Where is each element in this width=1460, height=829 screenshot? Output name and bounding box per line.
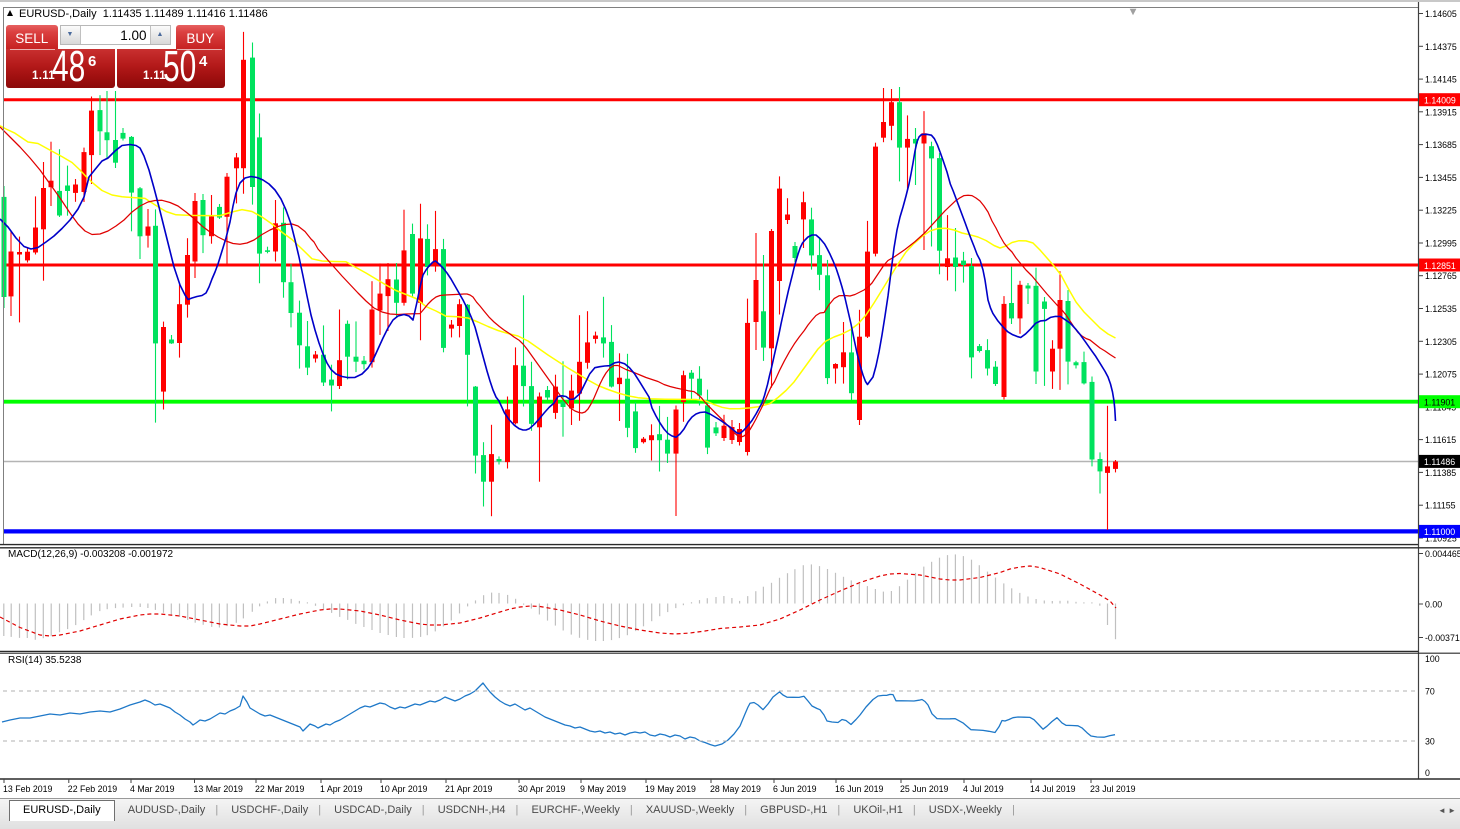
- svg-text:30 Apr 2019: 30 Apr 2019: [518, 784, 566, 794]
- svg-text:100: 100: [1425, 654, 1440, 664]
- svg-text:1.12305: 1.12305: [1425, 337, 1457, 347]
- svg-text:1.13455: 1.13455: [1425, 173, 1457, 183]
- svg-text:10 Apr 2019: 10 Apr 2019: [380, 784, 428, 794]
- svg-text:1.12995: 1.12995: [1425, 239, 1457, 249]
- svg-text:1.14145: 1.14145: [1425, 75, 1457, 85]
- svg-text:0.004465: 0.004465: [1425, 549, 1460, 559]
- svg-text:1.11615: 1.11615: [1425, 435, 1456, 445]
- svg-text:13 Feb 2019: 13 Feb 2019: [3, 784, 53, 794]
- svg-text:9 May 2019: 9 May 2019: [580, 784, 626, 794]
- svg-text:MACD(12,26,9) -0.003208 -0.001: MACD(12,26,9) -0.003208 -0.001972: [8, 549, 174, 560]
- svg-text:RSI(14) 35.5238: RSI(14) 35.5238: [8, 655, 82, 666]
- svg-text:1.11486: 1.11486: [1424, 457, 1455, 467]
- svg-text:1.11155: 1.11155: [1425, 501, 1456, 511]
- svg-text:23 Jul 2019: 23 Jul 2019: [1090, 784, 1136, 794]
- svg-text:1.13225: 1.13225: [1425, 206, 1457, 216]
- svg-text:1.13915: 1.13915: [1425, 107, 1457, 117]
- svg-text:4 Mar 2019: 4 Mar 2019: [130, 784, 175, 794]
- svg-text:16 Jun 2019: 16 Jun 2019: [835, 784, 884, 794]
- svg-text:1.10925: 1.10925: [1425, 534, 1457, 544]
- svg-text:21 Apr 2019: 21 Apr 2019: [445, 784, 493, 794]
- svg-text:30: 30: [1425, 737, 1435, 747]
- svg-text:1.14605: 1.14605: [1425, 9, 1457, 19]
- svg-text:1.12851: 1.12851: [1424, 261, 1456, 271]
- svg-text:-0.003716: -0.003716: [1425, 633, 1460, 643]
- svg-text:19 May 2019: 19 May 2019: [645, 784, 696, 794]
- svg-text:25 Jun 2019: 25 Jun 2019: [900, 784, 949, 794]
- svg-text:1.12535: 1.12535: [1425, 304, 1457, 314]
- svg-text:4 Jul 2019: 4 Jul 2019: [963, 784, 1004, 794]
- svg-text:0: 0: [1425, 768, 1430, 778]
- svg-text:1.12075: 1.12075: [1425, 370, 1457, 380]
- svg-text:14 Jul 2019: 14 Jul 2019: [1030, 784, 1076, 794]
- svg-text:1.13685: 1.13685: [1425, 140, 1457, 150]
- svg-text:1.11385: 1.11385: [1425, 468, 1456, 478]
- svg-text:1.11000: 1.11000: [1424, 527, 1455, 537]
- svg-text:1.14009: 1.14009: [1424, 96, 1456, 106]
- svg-text:1.11901: 1.11901: [1424, 398, 1455, 408]
- svg-text:22 Mar 2019: 22 Mar 2019: [255, 784, 304, 794]
- svg-text:1.14375: 1.14375: [1425, 42, 1457, 52]
- svg-text:28 May 2019: 28 May 2019: [710, 784, 761, 794]
- svg-text:70: 70: [1425, 687, 1435, 697]
- svg-text:EURUSD-,Daily 1.11435 1.11489: EURUSD-,Daily 1.11435 1.11489 1.11416 1.…: [19, 8, 268, 20]
- svg-text:22 Feb 2019: 22 Feb 2019: [68, 784, 118, 794]
- svg-text:0.00: 0.00: [1425, 600, 1442, 610]
- svg-text:1.12765: 1.12765: [1425, 271, 1457, 281]
- svg-text:13 Mar 2019: 13 Mar 2019: [194, 784, 243, 794]
- svg-text:1 Apr 2019: 1 Apr 2019: [320, 784, 363, 794]
- svg-text:6 Jun 2019: 6 Jun 2019: [773, 784, 817, 794]
